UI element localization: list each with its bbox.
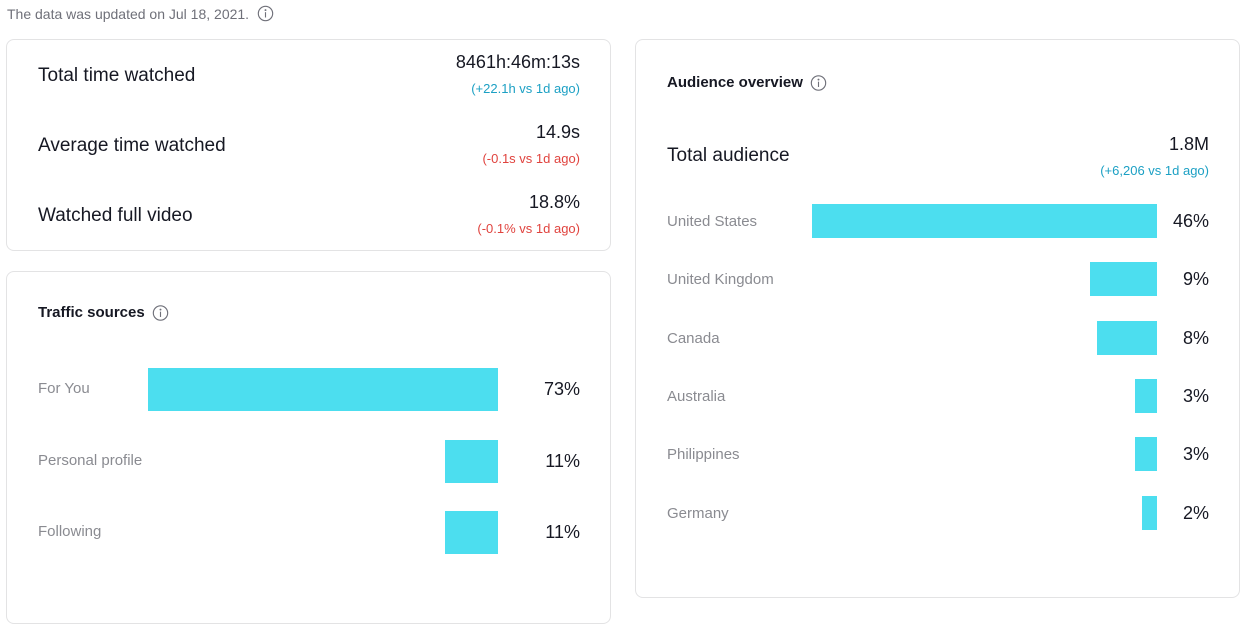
stat-delta: (-0.1% vs 1d ago) [477,221,580,236]
bar-percent: 3% [1182,386,1209,406]
country-row: Australia 3% [667,379,1209,423]
bar-percent: 3% [1182,444,1209,464]
stat-label: Total time watched [38,65,196,86]
bar-label: Personal profile [38,452,143,469]
country-label: Germany [667,505,729,522]
traffic-row-for-you: For You 73% [38,368,580,412]
traffic-row-personal-profile: Personal profile 11% [38,440,580,484]
stat-value: 8461h:46m:13s [455,52,580,72]
stat-watched-full: Watched full video 18.8% (-0.1% vs 1d ag… [38,192,580,242]
traffic-row-following: Following 11% [38,511,580,555]
bar [148,368,498,411]
traffic-sources-card: Traffic sources For You 73% Personal pro… [6,271,611,624]
stat-value: 18.8% [528,192,580,212]
country-row: Philippines 3% [667,437,1209,481]
audience-overview-card: Audience overview Total audience 1.8M (+… [635,39,1240,598]
stat-label: Watched full video [38,205,193,226]
bar-percent: 46% [1172,211,1209,231]
update-notice: The data was updated on Jul 18, 2021. [7,5,274,22]
info-icon[interactable] [257,5,274,22]
bar [445,511,498,554]
stat-value: 14.9s [535,122,580,142]
info-icon[interactable] [152,304,169,321]
bar-percent: 8% [1182,328,1209,348]
bar [1134,379,1157,413]
stat-label: Average time watched [38,135,226,156]
bar-label: For You [38,380,90,397]
bar [812,204,1157,238]
bar-percent: 2% [1182,503,1209,523]
country-row: United States 46% [667,204,1209,248]
traffic-title: Traffic sources [38,304,169,321]
info-icon[interactable] [810,74,827,91]
bar [1134,437,1157,471]
update-notice-text: The data was updated on Jul 18, 2021. [7,5,250,22]
stat-average-time: Average time watched 14.9s (-0.1s vs 1d … [38,122,580,172]
country-label: Canada [667,330,720,347]
audience-title: Audience overview [667,74,827,91]
stat-delta: (+22.1h vs 1d ago) [471,81,580,96]
stat-delta: (-0.1s vs 1d ago) [482,151,580,166]
bar [445,440,498,483]
bar [1089,262,1157,296]
total-audience-label: Total audience [667,145,790,166]
bar-percent: 11% [545,522,580,542]
audience-title-text: Audience overview [667,74,803,91]
bar-percent: 9% [1182,269,1209,289]
bar [1142,496,1157,530]
total-audience-value: 1.8M [1168,134,1209,154]
bar-label: Following [38,523,102,540]
country-label: Australia [667,388,726,405]
bar-percent: 11% [545,451,580,471]
country-row: Canada 8% [667,321,1209,365]
country-label: Philippines [667,446,740,463]
bar [1097,321,1157,355]
country-label: United States [667,213,758,230]
bar-percent: 73% [543,379,580,399]
traffic-title-text: Traffic sources [38,304,145,321]
stat-total-time: Total time watched 8461h:46m:13s (+22.1h… [38,52,580,102]
country-row: United Kingdom 9% [667,262,1209,306]
watch-stats-card: Total time watched 8461h:46m:13s (+22.1h… [6,39,611,251]
country-row: Germany 2% [667,496,1209,540]
total-audience-delta: (+6,206 vs 1d ago) [1100,163,1209,178]
country-label: United Kingdom [667,271,774,288]
